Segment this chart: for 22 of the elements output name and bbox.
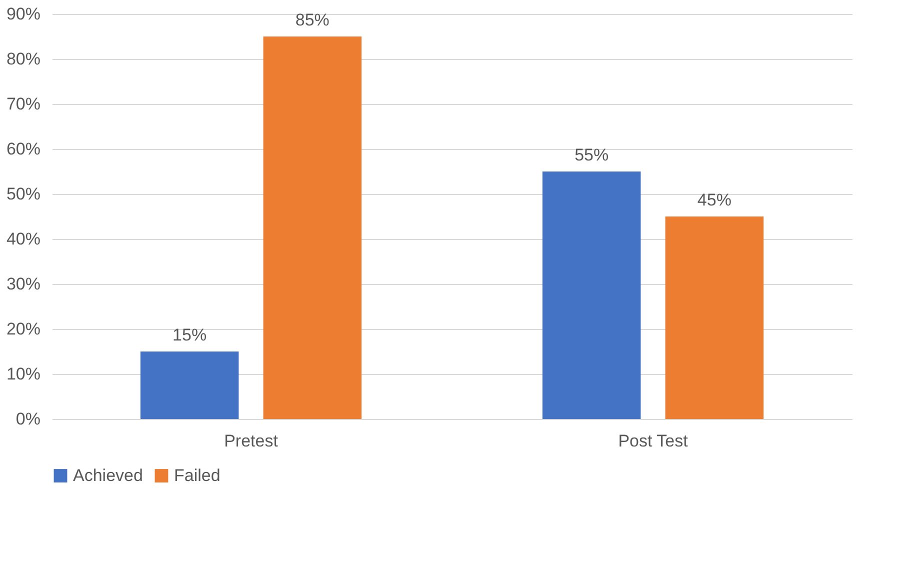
data-label: 55%: [574, 146, 609, 164]
data-label: 15%: [172, 326, 207, 344]
data-label: 45%: [697, 190, 732, 210]
y-tick-label: 60%: [6, 140, 40, 158]
x-tick-label: Pretest: [224, 432, 278, 450]
bar: [665, 216, 764, 419]
legend-label: Achieved: [73, 466, 143, 485]
x-tick-label: Post Test: [618, 432, 688, 450]
y-tick-label: 70%: [6, 94, 40, 114]
bar: [263, 36, 362, 419]
y-tick-label: 20%: [6, 320, 40, 338]
y-tick-label: 80%: [6, 50, 40, 68]
bar: [140, 352, 239, 419]
y-tick-label: 10%: [6, 364, 40, 384]
y-tick-label: 90%: [6, 4, 40, 24]
y-tick-label: 0%: [16, 410, 40, 428]
y-tick-label: 30%: [6, 274, 40, 294]
legend-label: Failed: [174, 466, 220, 485]
bar: [542, 172, 641, 419]
y-tick-label: 40%: [6, 230, 40, 248]
data-label: 85%: [295, 10, 330, 30]
y-tick-label: 50%: [6, 184, 40, 204]
